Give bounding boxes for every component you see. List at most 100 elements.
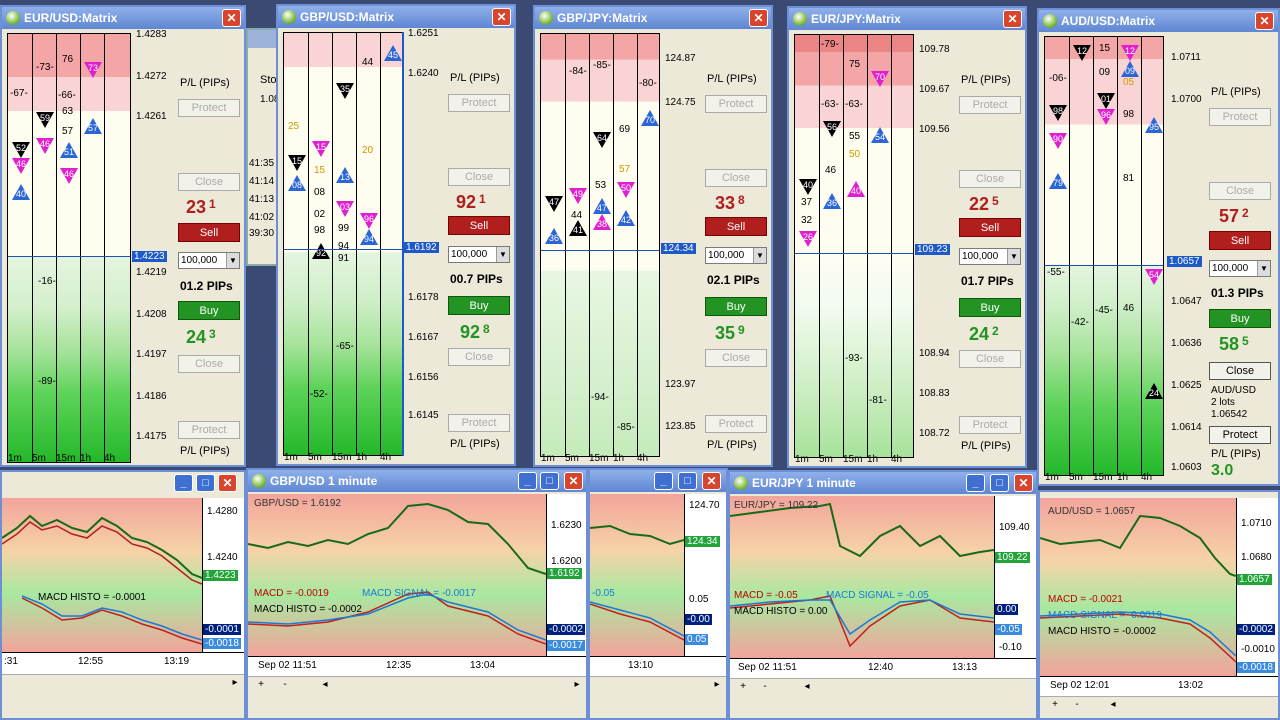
timeframe-label[interactable]: 4h <box>1141 472 1153 483</box>
timeframe-label[interactable]: 1h <box>80 453 92 464</box>
titlebar[interactable]: GBP/JPY:Matrix ✕ <box>535 7 771 29</box>
titlebar[interactable]: EUR/JPY:Matrix ✕ <box>789 8 1025 30</box>
scroll-right-icon[interactable]: ▸ <box>232 677 238 688</box>
buy-button[interactable]: Buy <box>1209 309 1271 328</box>
buy-button[interactable]: Buy <box>448 296 510 315</box>
timeframe-label[interactable]: 5m <box>819 454 833 465</box>
quantity-select[interactable]: 100,000 ▼ <box>448 246 510 263</box>
close-button[interactable]: Close <box>1209 362 1271 380</box>
maximize-icon[interactable]: □ <box>990 474 1009 492</box>
scroll-right-icon[interactable]: ▸ <box>574 679 580 690</box>
close-button[interactable]: Close <box>959 350 1021 368</box>
sell-button[interactable]: Sell <box>705 217 767 236</box>
timeframe-label[interactable]: 15m <box>1093 472 1113 483</box>
buy-button[interactable]: Buy <box>959 298 1021 317</box>
titlebar[interactable]: EUR/USD:Matrix ✕ <box>2 7 244 29</box>
maximize-icon[interactable]: □ <box>196 474 215 492</box>
timeframe-label[interactable]: 4h <box>104 453 116 464</box>
minimize-icon[interactable]: _ <box>654 472 673 490</box>
protect-button[interactable]: Protect <box>178 421 240 439</box>
timeframe-label[interactable]: 1m <box>541 453 555 464</box>
protect-button[interactable]: Protect <box>959 416 1021 434</box>
price-chart[interactable]: AUD/USD = 1.0657 MACD = -0.0021 MACD SIG… <box>1040 498 1236 676</box>
chevron-down-icon[interactable]: ▼ <box>753 248 766 263</box>
timeframe-label[interactable]: 15m <box>56 453 76 464</box>
protect-button[interactable]: Protect <box>705 415 767 433</box>
timeframe-label[interactable]: 1m <box>1045 472 1059 483</box>
timeframe-label[interactable]: 1m <box>795 454 809 465</box>
titlebar[interactable]: AUD/USD:Matrix ✕ <box>1039 10 1278 32</box>
close-icon[interactable]: ✕ <box>492 8 511 26</box>
close-icon[interactable]: ✕ <box>749 9 768 27</box>
price-ladder[interactable]: -84- -85- -80- 69 57 53 44 -94- -85- 70 … <box>540 33 660 457</box>
price-ladder[interactable]: -06- 15 09 05 98 81 -55- -42- -45- 46 12… <box>1044 36 1164 476</box>
close-button[interactable]: Close <box>705 169 767 187</box>
timeframe-label[interactable]: 1m <box>284 452 298 463</box>
quantity-select[interactable]: 100,000 ▼ <box>1209 260 1271 277</box>
protect-button[interactable]: Protect <box>705 95 767 113</box>
minimize-icon[interactable]: _ <box>966 474 985 492</box>
close-icon[interactable]: ✕ <box>702 472 721 490</box>
sell-button[interactable]: Sell <box>959 218 1021 237</box>
zoom-out-button[interactable]: - <box>1075 699 1079 710</box>
close-button[interactable]: Close <box>178 173 240 191</box>
protect-button[interactable]: Protect <box>178 99 240 117</box>
zoom-in-button[interactable]: + <box>258 679 264 690</box>
protect-button[interactable]: Protect <box>448 414 510 432</box>
price-chart[interactable]: -0.05 <box>590 494 684 656</box>
titlebar[interactable]: GBP/USD:Matrix ✕ <box>278 6 514 28</box>
timeframe-label[interactable]: 5m <box>565 453 579 464</box>
timeframe-label[interactable]: 4h <box>637 453 649 464</box>
close-icon[interactable]: ✕ <box>1255 12 1274 30</box>
close-button[interactable]: Close <box>178 355 240 373</box>
chevron-down-icon[interactable]: ▼ <box>496 247 509 262</box>
quantity-select[interactable]: 100,000 ▼ <box>178 252 240 269</box>
timeframe-label[interactable]: 5m <box>308 452 322 463</box>
protect-button[interactable]: Protect <box>959 96 1021 114</box>
close-icon[interactable]: ✕ <box>222 9 241 27</box>
scroll-right-icon[interactable]: ▸ <box>714 679 720 690</box>
scroll-left-icon[interactable]: ◂ <box>804 681 810 692</box>
price-ladder[interactable]: -79- 75 -63- -63- 55 50 46 37 32 -93- -8… <box>794 34 914 458</box>
price-chart[interactable]: GBP/USD = 1.6192 MACD = -0.0019 MACD SIG… <box>248 494 546 656</box>
titlebar[interactable]: GBP/USD 1 minute _ □ ✕ <box>248 470 586 492</box>
maximize-icon[interactable]: □ <box>540 472 559 490</box>
close-icon[interactable]: ✕ <box>218 474 237 492</box>
timeframe-label[interactable]: 15m <box>589 453 609 464</box>
timeframe-label[interactable]: 1h <box>613 453 625 464</box>
buy-button[interactable]: Buy <box>705 297 767 316</box>
sell-button[interactable]: Sell <box>1209 231 1271 250</box>
chevron-down-icon[interactable]: ▼ <box>226 253 239 268</box>
buy-button[interactable]: Buy <box>178 301 240 320</box>
zoom-out-button[interactable]: - <box>283 679 287 690</box>
chevron-down-icon[interactable]: ▼ <box>1007 249 1020 264</box>
close-icon[interactable]: ✕ <box>1014 474 1033 492</box>
quantity-select[interactable]: 100,000 ▼ <box>705 247 767 264</box>
scroll-left-icon[interactable]: ◂ <box>1110 699 1116 710</box>
timeframe-label[interactable]: 5m <box>32 453 46 464</box>
zoom-in-button[interactable]: + <box>740 681 746 692</box>
close-icon[interactable]: ✕ <box>1003 10 1022 28</box>
protect-button[interactable]: Protect <box>1209 108 1271 126</box>
price-chart[interactable]: MACD HISTO = -0.0001 <box>2 498 202 652</box>
zoom-in-button[interactable]: + <box>1052 699 1058 710</box>
protect-button[interactable]: Protect <box>448 94 510 112</box>
scroll-left-icon[interactable]: ◂ <box>322 679 328 690</box>
timeframe-label[interactable]: 1h <box>1117 472 1129 483</box>
minimize-icon[interactable]: _ <box>174 474 193 492</box>
close-button[interactable]: Close <box>1209 182 1271 200</box>
scrollbar[interactable]: ▸ <box>2 674 244 718</box>
timeframe-label[interactable]: 15m <box>843 454 863 465</box>
maximize-icon[interactable]: □ <box>678 472 697 490</box>
scrollbar[interactable]: + - ◂ <box>1040 696 1278 718</box>
timeframe-label[interactable]: 1h <box>867 454 879 465</box>
sell-button[interactable]: Sell <box>178 223 240 242</box>
titlebar[interactable]: _ □ ✕ <box>590 470 726 492</box>
price-ladder[interactable]: -73- 76 -67- -66- 63 57 -16- -89- 73 57 … <box>7 33 131 463</box>
sell-button[interactable]: Sell <box>448 216 510 235</box>
scrollbar[interactable]: + - ◂ ▸ <box>248 676 586 718</box>
timeframe-label[interactable]: 4h <box>380 452 392 463</box>
close-button[interactable]: Close <box>448 348 510 366</box>
timeframe-label[interactable]: 1m <box>8 453 22 464</box>
titlebar[interactable]: EUR/JPY 1 minute _ □ ✕ <box>730 472 1036 494</box>
